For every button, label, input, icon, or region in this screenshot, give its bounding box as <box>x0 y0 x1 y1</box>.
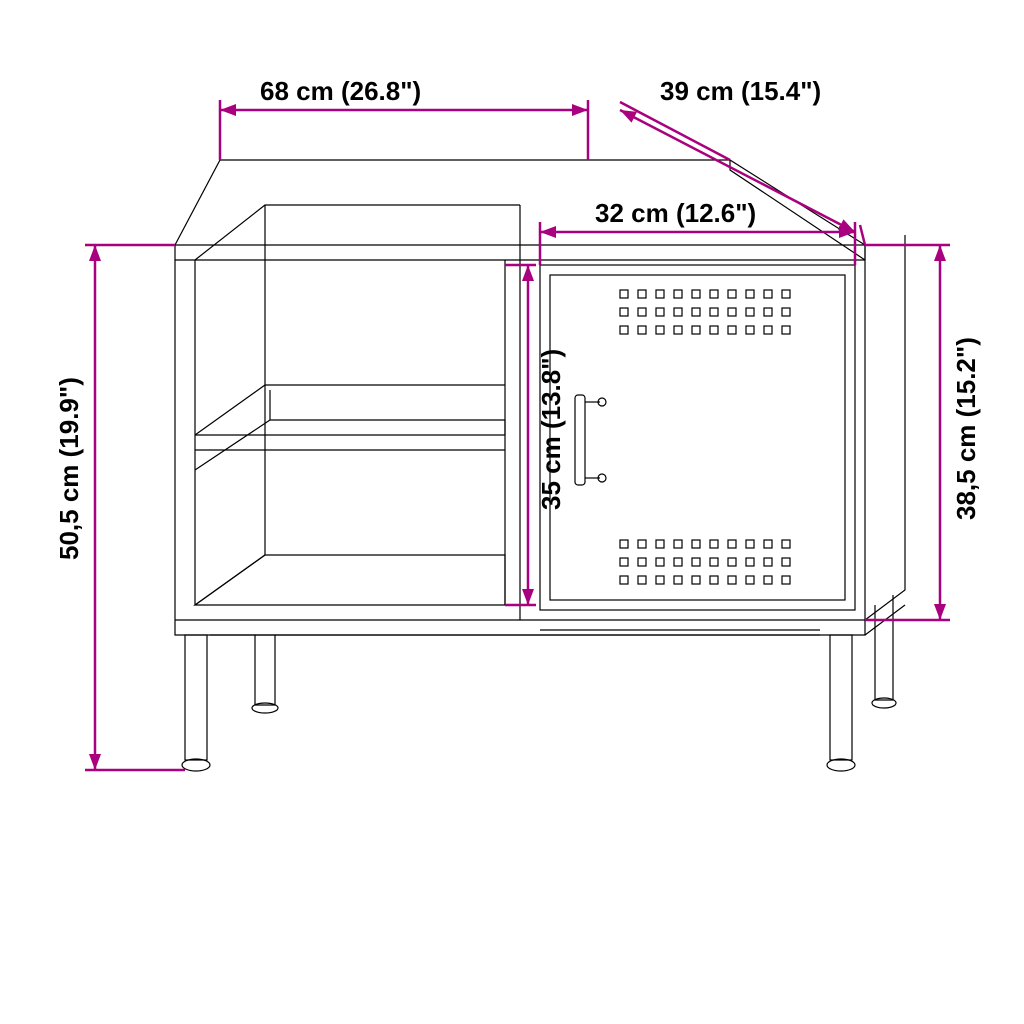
dim-depth-label: 39 cm (15.4") <box>660 76 821 106</box>
dim-shelf-height: 35 cm (13.8") <box>505 265 566 605</box>
dim-width-label: 68 cm (26.8") <box>260 76 421 106</box>
dimension-annotations: 68 cm (26.8") 39 cm (15.4") 32 cm (12.6"… <box>54 76 981 770</box>
dim-height-label: 50,5 cm (19.9") <box>54 377 84 560</box>
dim-shelf-height-label: 35 cm (13.8") <box>536 349 566 510</box>
dim-door-height: 38,5 cm (15.2") <box>865 245 981 620</box>
dim-door-height-label: 38,5 cm (15.2") <box>951 337 981 520</box>
dim-width: 68 cm (26.8") <box>220 76 588 160</box>
dim-height: 50,5 cm (19.9") <box>54 245 185 770</box>
dim-door-width-label: 32 cm (12.6") <box>595 198 756 228</box>
